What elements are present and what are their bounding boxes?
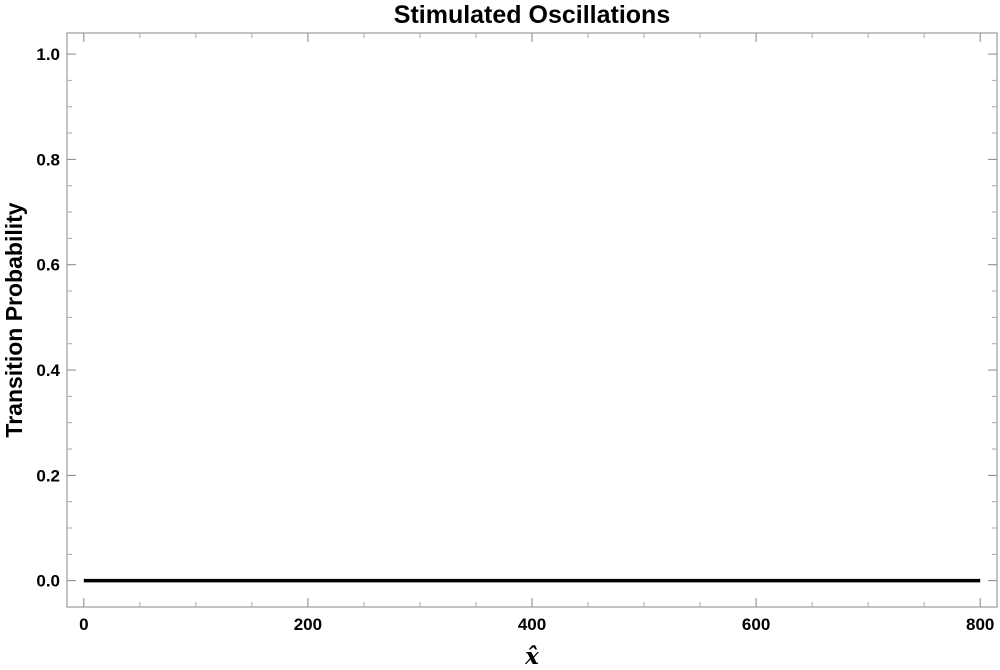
x-tick-label: 400 <box>518 615 546 634</box>
x-tick-label: 600 <box>742 615 770 634</box>
y-tick-label: 1.0 <box>36 45 60 64</box>
y-axis-ticks: 0.0 0.2 0.4 0.6 0.8 1.0 <box>36 45 997 591</box>
y-tick-label: 0.6 <box>36 256 60 275</box>
y-tick-label: 0.4 <box>36 361 60 380</box>
x-tick-label: 800 <box>966 615 994 634</box>
y-tick-label: 0.0 <box>36 572 60 591</box>
y-tick-label: 0.8 <box>36 150 60 169</box>
plot-frame <box>66 32 998 608</box>
chart-title: Stimulated Oscillations <box>394 1 670 29</box>
y-axis-label: Transition Probability <box>1 202 27 437</box>
x-tick-label: 200 <box>294 615 322 634</box>
x-axis-label: x̂ <box>524 643 539 670</box>
minor-ticks <box>67 33 997 607</box>
x-axis-ticks: 0 200 400 600 800 <box>79 33 994 634</box>
x-tick-label: 0 <box>79 615 88 634</box>
y-tick-label: 0.2 <box>36 466 60 485</box>
